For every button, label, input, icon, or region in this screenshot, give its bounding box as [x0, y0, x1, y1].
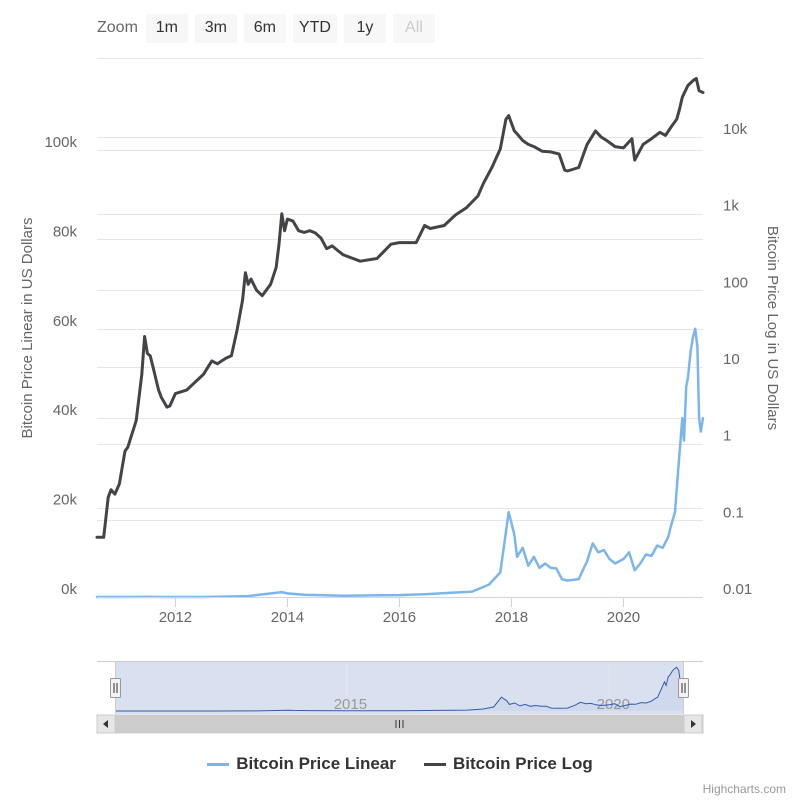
credits-link[interactable]: Highcharts.com	[702, 782, 786, 796]
right-axis-title: Bitcoin Price Log in US Dollars	[764, 226, 781, 430]
navigator-left-handle[interactable]	[110, 678, 121, 698]
zoom-6m-button[interactable]: 6m	[243, 13, 286, 43]
navigator-series	[115, 666, 685, 712]
left-axis-ticks: 0k 20k 40k 60k 80k 100k	[44, 134, 77, 598]
series-line-log[interactable]	[95, 77, 705, 539]
scrollbar[interactable]	[96, 714, 704, 734]
navigator-ticks: 2015 2020	[334, 662, 630, 714]
zoom-1y-button[interactable]: 1y	[343, 13, 386, 43]
legend-label-linear: Bitcoin Price Linear	[236, 754, 396, 773]
zoom-all-button[interactable]: All	[392, 13, 435, 43]
right-tick-label: 10	[723, 351, 740, 368]
series-line-linear[interactable]	[95, 327, 705, 599]
x-axis-ticks: 2012 2014 2016 2018 2020	[159, 597, 640, 626]
navigator-series-area	[115, 667, 684, 711]
navigator-right-handle[interactable]	[678, 678, 689, 698]
gridlines	[97, 58, 703, 598]
x-tick-label: 2016	[383, 609, 416, 626]
left-tick-label: 100k	[44, 134, 77, 151]
legend-item-linear[interactable]: Bitcoin Price Linear	[207, 754, 396, 774]
legend-swatch-log	[423, 762, 446, 766]
legend-swatch-linear	[207, 762, 230, 766]
zoom-ytd-button[interactable]: YTD	[292, 13, 337, 43]
left-axis-title: Bitcoin Price Linear in US Dollars	[19, 218, 36, 439]
legend: Bitcoin Price Linear Bitcoin Price Log	[0, 754, 800, 774]
navigator-tick-label: 2020	[597, 696, 630, 713]
right-tick-label: 1k	[723, 198, 739, 215]
right-axis-ticks: 0.01 0.1 1 10 100 1k 10k	[723, 121, 752, 598]
scrollbar-right-arrow-button[interactable]	[683, 714, 703, 734]
chevron-left-icon	[103, 720, 108, 728]
left-tick-label: 80k	[53, 223, 78, 240]
legend-label-log: Bitcoin Price Log	[452, 754, 593, 773]
right-tick-label: 0.1	[723, 504, 744, 521]
scrollbar-left-arrow-button[interactable]	[96, 714, 116, 734]
navigator[interactable]: 2015 2020	[97, 661, 703, 715]
right-tick-label: 0.01	[723, 581, 752, 598]
left-tick-label: 40k	[53, 402, 78, 419]
zoom-1m-button[interactable]: 1m	[145, 13, 188, 43]
left-tick-label: 60k	[53, 313, 78, 330]
right-tick-label: 100	[723, 274, 748, 291]
zoom-3m-button[interactable]: 3m	[194, 13, 237, 43]
navigator-selection-mask[interactable]	[115, 662, 684, 714]
left-tick-label: 20k	[53, 492, 78, 509]
range-selector: Zoom 1m 3m 6m YTD 1y All	[97, 13, 442, 43]
right-tick-label: 1	[723, 428, 731, 445]
navigator-tick-label: 2015	[334, 696, 367, 713]
navigator-series-line	[115, 666, 685, 712]
x-tick-label: 2012	[159, 609, 192, 626]
zoom-label: Zoom	[97, 19, 138, 36]
x-tick-label: 2014	[271, 609, 304, 626]
x-tick-label: 2020	[607, 609, 640, 626]
series-layer	[95, 77, 705, 599]
legend-item-log[interactable]: Bitcoin Price Log	[423, 754, 593, 774]
chevron-right-icon	[691, 720, 696, 728]
scrollbar-grip-icon	[395, 720, 404, 728]
left-tick-label: 0k	[61, 581, 77, 598]
right-tick-label: 10k	[723, 121, 748, 138]
x-tick-label: 2018	[495, 609, 528, 626]
